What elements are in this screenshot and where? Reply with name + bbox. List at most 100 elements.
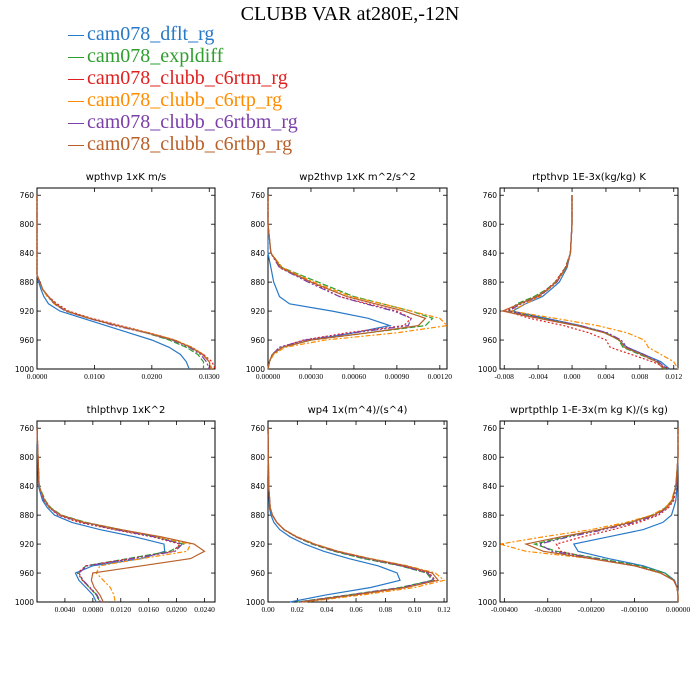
series-line-5 (537, 428, 679, 602)
y-tick-label: 920 (483, 540, 498, 549)
y-tick-label: 800 (20, 220, 35, 229)
panel-title: rtpthvp 1E-3x(kg/kg) K (532, 172, 646, 183)
x-tick-label: 0.02 (291, 605, 304, 614)
x-tick-label: -0.00400 (491, 605, 518, 614)
y-tick-label: 880 (251, 278, 266, 287)
legend-label: cam078_dflt_rg (87, 23, 215, 45)
plot-frame (267, 187, 448, 370)
series-line-6 (267, 195, 427, 370)
series-line-1 (511, 195, 670, 370)
series-line-3 (555, 428, 679, 602)
panel-4: thlpthvp 1xK^2 760 800 840 880 920 960 1000 0.00… (15, 405, 216, 614)
y-tick-label: 880 (20, 278, 35, 287)
x-tick-label: -0.004 (528, 372, 548, 381)
x-tick-label: 0.0160 (138, 605, 159, 614)
legend-swatch (68, 145, 84, 146)
x-tick-label: 0.012 (665, 372, 682, 381)
x-tick-label: 0.0300 (199, 372, 220, 381)
x-tick-label: 0.00120 (428, 372, 453, 381)
y-tick-label: 840 (20, 482, 35, 491)
y-tick-label: 800 (483, 220, 498, 229)
y-tick-label: 920 (20, 307, 35, 316)
y-tick-label: 1000 (15, 365, 34, 374)
plot-frame (36, 187, 216, 370)
series-line-3 (36, 195, 216, 370)
y-tick-label: 840 (483, 482, 498, 491)
x-tick-label: 0.10 (408, 605, 421, 614)
plot-frame (499, 187, 679, 370)
x-tick-label: -0.008 (495, 372, 515, 381)
chart-title: CLUBB VAR at280E,-12N (240, 3, 460, 25)
series-line-1 (36, 428, 166, 603)
panel-3: rtpthvp 1E-3x(kg/kg) K 760 800 840 880 920 960… (478, 172, 683, 381)
panel-2: wp2thvp 1xK m^2/s^2 760 800 840 880 920 960 100… (246, 172, 452, 381)
y-tick-label: 1000 (15, 598, 34, 607)
y-tick-label: 960 (20, 336, 35, 345)
y-tick-label: 800 (251, 220, 266, 229)
series-line-3 (504, 195, 670, 370)
series-line-2 (507, 195, 666, 370)
y-tick-label: 760 (251, 191, 266, 200)
series-line-3 (267, 428, 437, 603)
x-tick-label: 0.008 (631, 372, 648, 381)
panel-title: wp2thvp 1xK m^2/s^2 (299, 172, 415, 183)
x-tick-label: -0.00200 (578, 605, 605, 614)
legend-label: cam078_clubb_c6rtbm_rg (87, 111, 298, 133)
y-tick-label: 840 (251, 249, 266, 258)
series-line-4 (267, 428, 446, 603)
legend-label: cam078_clubb_c6rtbp_rg (87, 133, 293, 155)
y-tick-label: 840 (20, 249, 35, 258)
y-tick-label: 880 (251, 511, 266, 520)
y-tick-label: 880 (483, 511, 498, 520)
y-tick-label: 960 (20, 569, 35, 578)
x-tick-label: 0.00000 (256, 372, 281, 381)
y-tick-label: 760 (20, 191, 35, 200)
plot-frame (36, 420, 216, 603)
x-tick-label: 0.00060 (342, 372, 367, 381)
series-line-2 (36, 428, 186, 603)
y-tick-label: 1000 (478, 598, 497, 607)
x-tick-label: 0.0000 (27, 372, 48, 381)
y-tick-label: 960 (483, 569, 498, 578)
y-tick-label: 800 (20, 453, 35, 462)
y-tick-label: 960 (483, 336, 498, 345)
panel-title: thlpthvp 1xK^2 (87, 405, 166, 416)
series-line-1 (36, 195, 190, 370)
x-tick-label: -0.00300 (534, 605, 561, 614)
panel-title: wp4 1x(m^4)/(s^4) (308, 405, 408, 416)
series-line-1 (267, 195, 393, 370)
series-line-2 (267, 428, 434, 603)
panel-6: wprtpthlp 1-E-3x(m kg K)/(s kg) 760 800 840… (478, 405, 691, 614)
y-tick-label: 760 (483, 424, 498, 433)
y-tick-label: 920 (20, 540, 35, 549)
legend-swatch (68, 35, 84, 36)
y-tick-label: 920 (251, 307, 266, 316)
series-line-1 (267, 428, 401, 603)
x-tick-label: 0.0200 (166, 605, 187, 614)
x-tick-label: 0.0240 (194, 605, 215, 614)
plot-frame (499, 420, 679, 603)
y-tick-label: 800 (483, 453, 498, 462)
series-line-6 (500, 195, 665, 370)
x-tick-label: 0.0120 (110, 605, 131, 614)
y-tick-label: 1000 (246, 598, 265, 607)
series-line-6 (36, 195, 211, 370)
y-tick-label: 1000 (246, 365, 265, 374)
series-line-6 (36, 428, 206, 603)
series-line-5 (267, 195, 412, 370)
series-line-1 (572, 428, 679, 602)
legend-swatch (68, 57, 84, 58)
series-line-5 (267, 428, 435, 603)
series-line-5 (36, 428, 184, 603)
y-tick-label: 920 (483, 307, 498, 316)
x-tick-label: 0.00090 (385, 372, 410, 381)
x-tick-label: 0.0200 (142, 372, 163, 381)
x-tick-label: 0.12 (438, 605, 451, 614)
legend-swatch (68, 123, 84, 124)
y-tick-label: 760 (20, 424, 35, 433)
y-tick-label: 880 (483, 278, 498, 287)
x-tick-label: 0.004 (598, 372, 615, 381)
y-tick-label: 840 (251, 482, 266, 491)
legend-swatch (68, 101, 84, 102)
